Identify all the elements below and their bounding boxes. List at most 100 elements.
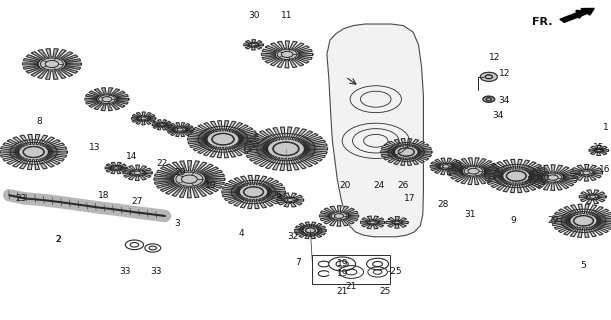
Polygon shape — [244, 40, 263, 50]
Text: 33: 33 — [120, 268, 131, 276]
Text: 29: 29 — [175, 168, 186, 177]
Polygon shape — [222, 175, 285, 209]
FancyArrow shape — [560, 8, 594, 22]
Text: 12: 12 — [489, 53, 500, 62]
Text: 21: 21 — [337, 287, 348, 296]
Text: 19: 19 — [337, 260, 349, 268]
Circle shape — [244, 187, 263, 197]
Circle shape — [102, 97, 112, 102]
Circle shape — [281, 51, 293, 58]
Polygon shape — [105, 162, 127, 174]
Text: 22: 22 — [156, 159, 167, 168]
Circle shape — [23, 147, 44, 157]
Polygon shape — [154, 161, 225, 198]
Text: 18: 18 — [98, 191, 109, 200]
Text: 2: 2 — [55, 236, 61, 244]
Polygon shape — [85, 88, 129, 111]
Polygon shape — [131, 112, 156, 125]
Text: 33: 33 — [150, 268, 161, 276]
Text: 17: 17 — [404, 194, 415, 203]
Circle shape — [468, 168, 479, 174]
Text: 13: 13 — [89, 143, 100, 152]
Text: 4: 4 — [238, 229, 244, 238]
Polygon shape — [277, 193, 304, 207]
Text: 5: 5 — [580, 261, 587, 270]
Text: 21: 21 — [346, 282, 357, 291]
Text: 9: 9 — [510, 216, 516, 225]
Text: 8: 8 — [37, 117, 43, 126]
Text: 27: 27 — [132, 197, 143, 206]
Circle shape — [114, 167, 119, 169]
Circle shape — [181, 175, 197, 183]
Circle shape — [442, 164, 450, 168]
Circle shape — [596, 149, 601, 151]
Text: 3: 3 — [174, 220, 180, 228]
Polygon shape — [485, 159, 548, 193]
Circle shape — [590, 195, 596, 198]
Text: 34: 34 — [498, 96, 510, 105]
Polygon shape — [360, 216, 385, 229]
Circle shape — [483, 96, 495, 102]
Text: 19: 19 — [337, 269, 349, 278]
Text: 34: 34 — [492, 111, 503, 120]
Circle shape — [574, 216, 593, 226]
Circle shape — [370, 221, 375, 224]
Text: 7: 7 — [295, 258, 301, 267]
Text: FR.: FR. — [532, 17, 553, 28]
Polygon shape — [167, 123, 194, 137]
Polygon shape — [381, 139, 432, 165]
Polygon shape — [188, 121, 258, 158]
Circle shape — [395, 221, 400, 224]
Polygon shape — [262, 41, 313, 68]
Polygon shape — [448, 158, 499, 185]
Text: -25: -25 — [387, 268, 402, 276]
Text: 20: 20 — [340, 181, 351, 190]
Text: 24: 24 — [373, 181, 384, 190]
Text: 26: 26 — [398, 181, 409, 190]
Circle shape — [306, 228, 315, 233]
Text: 1: 1 — [603, 124, 609, 132]
Circle shape — [583, 171, 590, 175]
Circle shape — [134, 171, 141, 174]
Polygon shape — [552, 204, 611, 237]
Polygon shape — [123, 165, 152, 180]
Polygon shape — [571, 164, 602, 181]
Text: 6: 6 — [275, 191, 281, 200]
Circle shape — [335, 214, 343, 218]
Circle shape — [287, 198, 293, 202]
Circle shape — [480, 72, 497, 81]
Circle shape — [507, 171, 526, 181]
Polygon shape — [386, 217, 408, 228]
Text: 28: 28 — [437, 200, 448, 209]
Polygon shape — [430, 158, 462, 175]
Circle shape — [251, 44, 256, 46]
Text: 15: 15 — [593, 143, 604, 152]
Polygon shape — [295, 222, 326, 239]
Text: 14: 14 — [126, 152, 137, 161]
Text: 25: 25 — [379, 287, 390, 296]
Polygon shape — [579, 190, 606, 204]
Polygon shape — [0, 134, 67, 170]
Circle shape — [398, 148, 414, 156]
Polygon shape — [23, 49, 81, 79]
Text: 12: 12 — [499, 69, 510, 78]
Circle shape — [274, 142, 298, 155]
Text: 31: 31 — [465, 210, 476, 219]
Circle shape — [177, 128, 183, 131]
Text: 16: 16 — [599, 165, 610, 174]
Polygon shape — [244, 127, 327, 171]
Circle shape — [548, 175, 558, 180]
Circle shape — [480, 72, 497, 81]
Polygon shape — [327, 24, 423, 237]
Circle shape — [160, 124, 164, 126]
Text: 10: 10 — [205, 181, 216, 190]
Text: 23: 23 — [16, 194, 27, 203]
Polygon shape — [529, 165, 577, 190]
Circle shape — [45, 60, 59, 68]
Text: 2: 2 — [55, 236, 61, 244]
Polygon shape — [152, 120, 172, 130]
Circle shape — [213, 134, 233, 145]
Text: 30: 30 — [248, 12, 259, 20]
Text: 32: 32 — [288, 232, 299, 241]
Text: 11: 11 — [282, 12, 293, 20]
